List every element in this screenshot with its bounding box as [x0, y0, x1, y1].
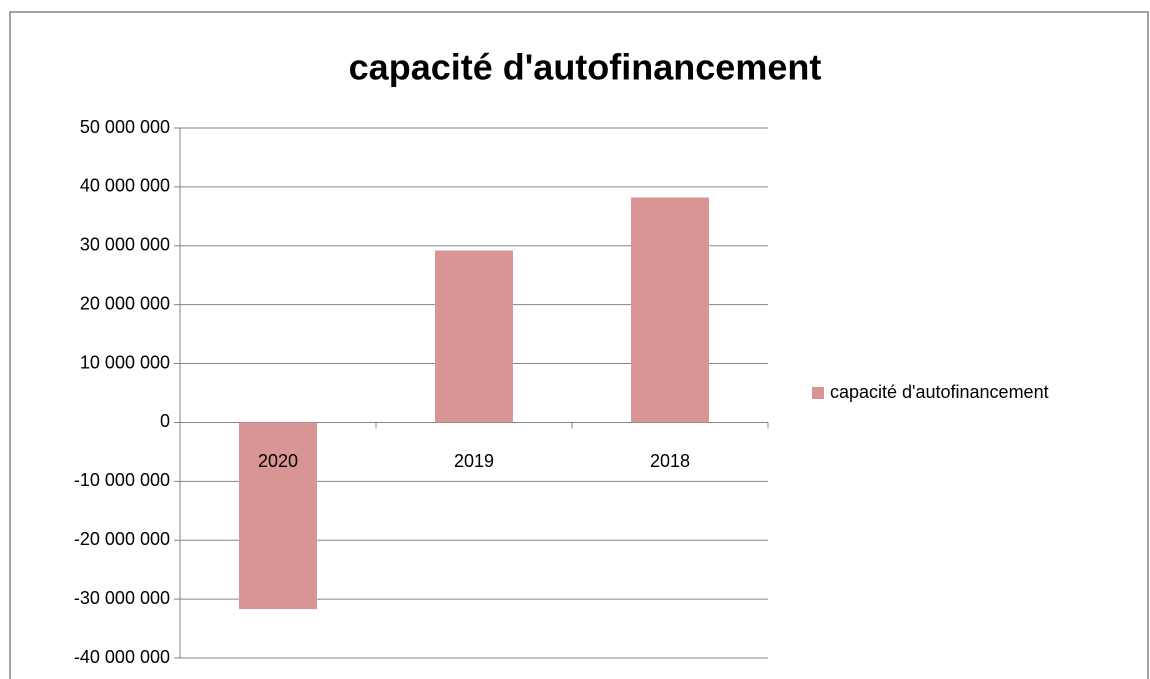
y-tick-label: 30 000 000: [80, 235, 170, 255]
legend-swatch: [812, 387, 824, 399]
bar: [435, 250, 513, 423]
y-tick-label: 40 000 000: [80, 176, 170, 196]
bar: [631, 197, 709, 423]
y-tick-label: -20 000 000: [74, 529, 170, 549]
bar: [239, 422, 317, 610]
y-tick-label: -10 000 000: [74, 470, 170, 490]
chart-border: [9, 11, 1149, 679]
x-tick-label: 2020: [258, 451, 298, 471]
y-tick-label: 50 000 000: [80, 117, 170, 137]
chart-title: capacité d'autofinancement: [349, 47, 822, 88]
y-tick-label: -30 000 000: [74, 588, 170, 608]
legend-label: capacité d'autofinancement: [830, 382, 1049, 402]
x-tick-label: 2019: [454, 451, 494, 471]
y-tick-label: -40 000 000: [74, 647, 170, 667]
y-tick-label: 20 000 000: [80, 293, 170, 313]
y-tick-label: 0: [160, 411, 170, 431]
x-tick-label: 2018: [650, 451, 690, 471]
y-tick-label: 10 000 000: [80, 352, 170, 372]
